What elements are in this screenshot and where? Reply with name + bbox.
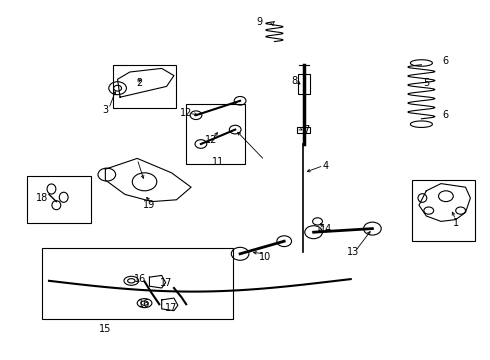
Text: 14: 14: [320, 224, 332, 234]
Text: 3: 3: [102, 105, 108, 115]
Text: 16: 16: [133, 274, 146, 284]
Bar: [42, 248, 233, 319]
Text: 2: 2: [137, 78, 143, 88]
Text: 6: 6: [443, 56, 449, 66]
Text: 13: 13: [346, 247, 359, 257]
Text: 15: 15: [99, 324, 112, 334]
Text: 12: 12: [204, 135, 217, 145]
Text: 7: 7: [303, 125, 309, 135]
Text: 1: 1: [453, 218, 459, 228]
Bar: [298, 74, 310, 94]
Text: 10: 10: [259, 252, 270, 262]
Text: 6: 6: [443, 110, 449, 120]
Bar: [186, 104, 245, 164]
Text: 11: 11: [212, 157, 224, 167]
Text: 5: 5: [423, 78, 429, 88]
Text: 4: 4: [323, 161, 329, 171]
Text: 9: 9: [257, 17, 263, 27]
Bar: [412, 180, 475, 241]
Bar: [27, 176, 91, 223]
Text: 17: 17: [165, 303, 178, 313]
Text: 12: 12: [180, 108, 193, 118]
Text: 8: 8: [291, 76, 297, 86]
Bar: [113, 65, 176, 108]
Text: 18: 18: [36, 193, 48, 203]
Bar: [297, 127, 310, 133]
Text: 19: 19: [143, 200, 156, 210]
Text: 16: 16: [138, 299, 151, 309]
Text: 17: 17: [160, 278, 173, 288]
